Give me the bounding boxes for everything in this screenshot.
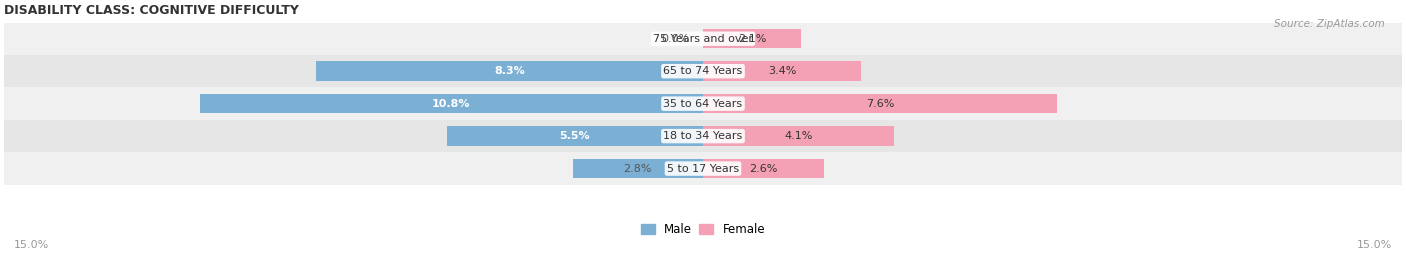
Text: 75 Years and over: 75 Years and over: [652, 34, 754, 44]
Text: 0.0%: 0.0%: [661, 34, 689, 44]
Legend: Male, Female: Male, Female: [641, 223, 765, 236]
Bar: [4, 120, 1402, 152]
Bar: [703, 126, 894, 146]
Bar: [4, 23, 1402, 55]
Bar: [200, 94, 703, 113]
Bar: [316, 61, 703, 81]
Text: 2.1%: 2.1%: [738, 34, 766, 44]
Bar: [572, 159, 703, 178]
Text: 2.6%: 2.6%: [749, 164, 778, 174]
Bar: [703, 29, 801, 48]
Bar: [703, 61, 862, 81]
Text: 3.4%: 3.4%: [768, 66, 796, 76]
Text: 4.1%: 4.1%: [785, 131, 813, 141]
Text: 5 to 17 Years: 5 to 17 Years: [666, 164, 740, 174]
Text: 18 to 34 Years: 18 to 34 Years: [664, 131, 742, 141]
Text: 35 to 64 Years: 35 to 64 Years: [664, 99, 742, 109]
Text: 2.8%: 2.8%: [623, 164, 652, 174]
Text: 5.5%: 5.5%: [560, 131, 591, 141]
Text: DISABILITY CLASS: COGNITIVE DIFFICULTY: DISABILITY CLASS: COGNITIVE DIFFICULTY: [4, 4, 299, 17]
Text: 65 to 74 Years: 65 to 74 Years: [664, 66, 742, 76]
Text: 8.3%: 8.3%: [495, 66, 524, 76]
Bar: [4, 87, 1402, 120]
Bar: [703, 159, 824, 178]
Bar: [4, 55, 1402, 87]
Text: 15.0%: 15.0%: [14, 240, 49, 250]
Bar: [447, 126, 703, 146]
Text: Source: ZipAtlas.com: Source: ZipAtlas.com: [1274, 19, 1385, 29]
Text: 10.8%: 10.8%: [432, 99, 471, 109]
Text: 7.6%: 7.6%: [866, 99, 894, 109]
Bar: [4, 152, 1402, 185]
Bar: [703, 94, 1057, 113]
Text: 15.0%: 15.0%: [1357, 240, 1392, 250]
